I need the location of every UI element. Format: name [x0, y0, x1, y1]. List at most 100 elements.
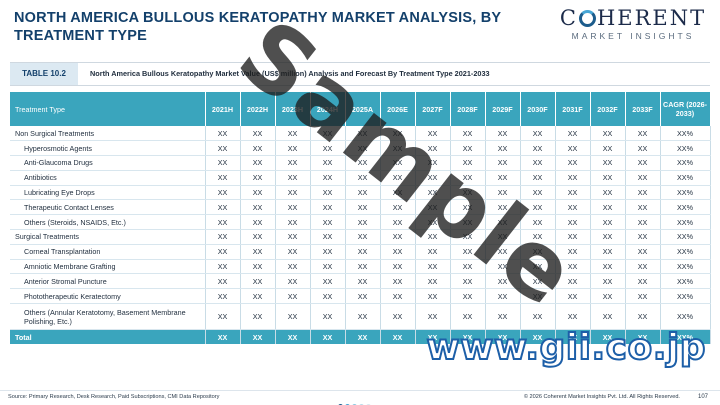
page-number: 107 — [697, 394, 708, 400]
value-cell: XX — [380, 199, 416, 216]
value-cell: XX — [380, 126, 416, 142]
value-cell: XX — [205, 303, 241, 331]
value-cell: XX — [625, 329, 661, 345]
value-cell: XX — [345, 214, 381, 231]
value-cell: XX — [415, 273, 451, 290]
value-cell: XX — [275, 244, 311, 260]
page-footer: Source: Primary Research, Desk Research,… — [0, 390, 720, 405]
cagr-cell: XX% — [660, 288, 711, 305]
table-row: Phototherapeutic Keratectomy XX XX XX XX XX XX… — [10, 288, 711, 305]
value-cell: XX — [240, 155, 276, 171]
value-cell: XX — [275, 259, 311, 275]
value-cell: XX — [485, 303, 521, 331]
value-cell: XX — [310, 126, 346, 142]
row-label: Anti-Glaucoma Drugs — [10, 155, 206, 171]
value-cell: XX — [625, 185, 661, 201]
value-cell: XX — [485, 273, 521, 290]
value-cell: XX — [450, 244, 486, 260]
market-table: Treatment Type 2021H 2022H 2023H 2024H 2025A 2… — [10, 92, 711, 345]
value-cell: XX — [590, 185, 626, 201]
value-cell: XX — [345, 273, 381, 290]
cagr-cell: XX% — [660, 259, 711, 275]
value-cell: XX — [275, 229, 311, 245]
value-cell: XX — [625, 259, 661, 275]
value-cell: XX — [310, 170, 346, 186]
value-cell: XX — [275, 214, 311, 231]
row-label: Others (Steroids, NSAIDS, Etc.) — [10, 214, 206, 231]
value-cell: XX — [310, 229, 346, 245]
value-cell: XX — [590, 329, 626, 345]
column-header-year: 2026E — [380, 92, 416, 126]
value-cell: XX — [275, 140, 311, 157]
table-row: Hyperosmotic Agents XX XX XX XX XX XX XX XX XX XX X… — [10, 140, 711, 157]
value-cell: XX — [625, 155, 661, 171]
value-cell: XX — [415, 214, 451, 231]
value-cell: XX — [310, 140, 346, 157]
coherent-logo: C HERENT MARKET INSIGHTS — [558, 6, 708, 46]
value-cell: XX — [415, 329, 451, 345]
value-cell: XX — [205, 229, 241, 245]
value-cell: XX — [240, 259, 276, 275]
table-number-tag: TABLE 10.2 — [10, 63, 78, 85]
value-cell: XX — [240, 140, 276, 157]
value-cell: XX — [485, 329, 521, 345]
value-cell: XX — [380, 140, 416, 157]
value-cell: XX — [520, 155, 556, 171]
table-label-row: TABLE 10.2 North America Bullous Keratop… — [10, 62, 710, 86]
value-cell: XX — [240, 199, 276, 216]
value-cell: XX — [275, 170, 311, 186]
column-header-year: 2030F — [520, 92, 556, 126]
value-cell: XX — [275, 288, 311, 305]
row-label: Therapeutic Contact Lenses — [10, 199, 206, 216]
row-label: Total — [10, 329, 206, 345]
value-cell: XX — [555, 126, 591, 142]
value-cell: XX — [240, 214, 276, 231]
value-cell: XX — [240, 273, 276, 290]
value-cell: XX — [275, 303, 311, 331]
logo-wordmark: C HERENT — [558, 6, 708, 30]
value-cell: XX — [485, 126, 521, 142]
value-cell: XX — [205, 214, 241, 231]
row-label: Others (Annular Keratotomy, Basement Mem… — [10, 303, 206, 331]
value-cell: XX — [240, 170, 276, 186]
table-row: Non Surgical Treatments XX XX XX XX XX XX XX XX X… — [10, 126, 711, 142]
value-cell: XX — [205, 199, 241, 216]
value-cell: XX — [590, 288, 626, 305]
decorative-dots — [338, 396, 373, 405]
page-title: NORTH AMERICA BULLOUS KERATOPATHY MARKET… — [14, 10, 501, 44]
value-cell: XX — [590, 229, 626, 245]
value-cell: XX — [485, 185, 521, 201]
value-cell: XX — [450, 229, 486, 245]
value-cell: XX — [555, 214, 591, 231]
value-cell: XX — [415, 170, 451, 186]
cagr-cell: XX% — [660, 244, 711, 260]
value-cell: XX — [520, 170, 556, 186]
column-header-year: 2029F — [485, 92, 521, 126]
value-cell: XX — [380, 170, 416, 186]
value-cell: XX — [485, 244, 521, 260]
table-row: Therapeutic Contact Lenses XX XX XX XX XX XX XX… — [10, 199, 711, 216]
column-header-year: 2021H — [205, 92, 241, 126]
row-label: Antibiotics — [10, 170, 206, 186]
value-cell: XX — [590, 199, 626, 216]
value-cell: XX — [520, 185, 556, 201]
value-cell: XX — [345, 126, 381, 142]
table-total-row: Total XX XX XX XX XX XX XX XX XX XX XX XX XX XX% — [10, 329, 711, 345]
page-header: NORTH AMERICA BULLOUS KERATOPATHY MARKET… — [0, 0, 720, 52]
logo-tagline: MARKET INSIGHTS — [571, 31, 695, 41]
column-header-year: 2032F — [590, 92, 626, 126]
value-cell: XX — [485, 170, 521, 186]
row-label: Surgical Treatments — [10, 229, 206, 245]
value-cell: XX — [415, 126, 451, 142]
cagr-cell: XX% — [660, 229, 711, 245]
value-cell: XX — [485, 214, 521, 231]
value-cell: XX — [345, 303, 381, 331]
value-cell: XX — [625, 303, 661, 331]
gii-site-watermark: www.gii.co.jp — [425, 326, 706, 369]
table-body: Non Surgical Treatments XX XX XX XX XX XX XX XX X… — [10, 126, 711, 345]
value-cell: XX — [275, 329, 311, 345]
cagr-cell: XX% — [660, 214, 711, 231]
value-cell: XX — [555, 155, 591, 171]
value-cell: XX — [415, 155, 451, 171]
column-header-treatment-type: Treatment Type — [10, 92, 206, 126]
